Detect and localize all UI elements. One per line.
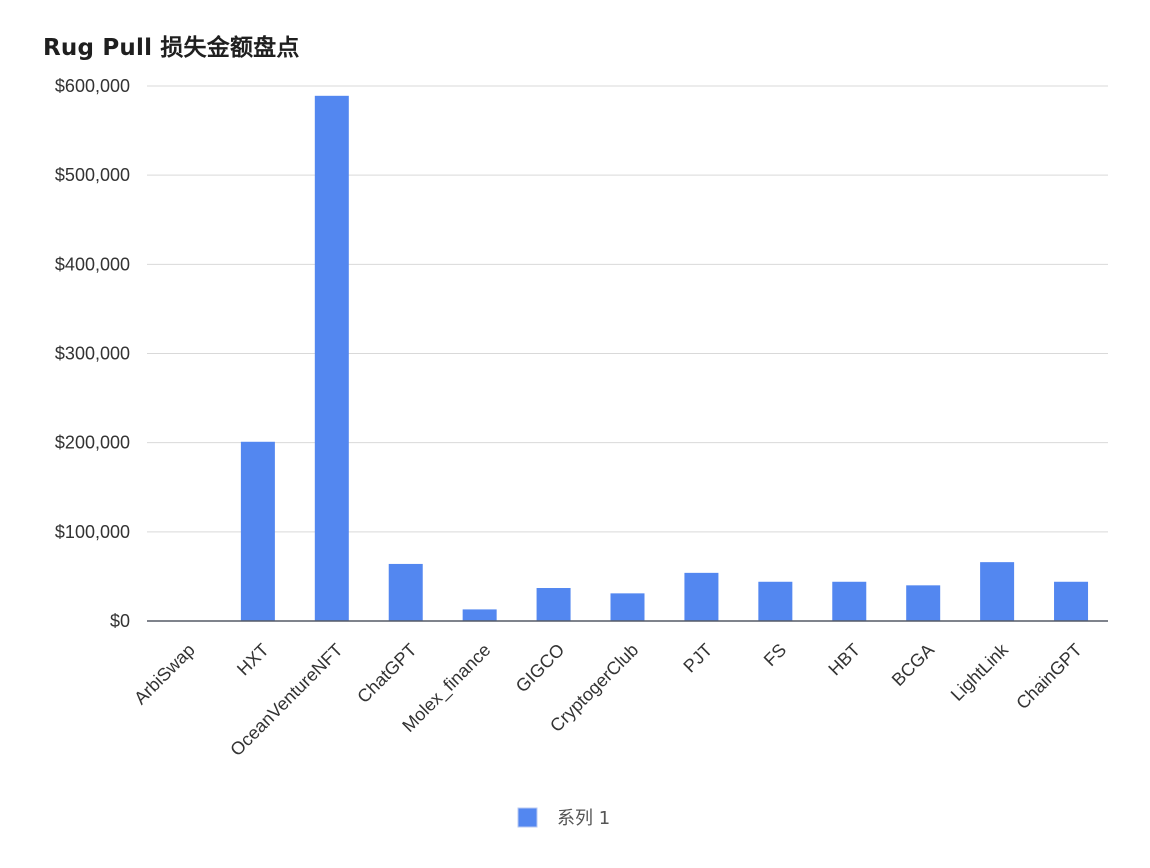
bar xyxy=(462,609,497,621)
bar xyxy=(1054,581,1089,621)
y-tick-label: $0 xyxy=(110,611,130,631)
legend-label: 系列 1 xyxy=(557,808,610,829)
x-tick-label: HXT xyxy=(233,640,273,680)
bar xyxy=(314,95,349,621)
chart-title: Rug Pull 损失金额盘点 xyxy=(43,35,300,61)
x-tick-label: LightLink xyxy=(947,639,1013,705)
x-tick-label: FS xyxy=(760,640,790,670)
bar xyxy=(980,562,1015,621)
bar xyxy=(536,588,571,621)
y-tick-label: $600,000 xyxy=(55,76,130,96)
bar xyxy=(388,563,423,621)
bar xyxy=(610,593,645,621)
x-tick-label: PJT xyxy=(679,640,716,677)
x-tick-label: ChainGPT xyxy=(1012,640,1086,714)
legend-swatch xyxy=(517,807,538,828)
x-tick-label: HBT xyxy=(824,640,864,680)
x-tick-label: GIGCO xyxy=(512,640,569,697)
y-tick-label: $200,000 xyxy=(55,433,130,453)
y-tick-label: $100,000 xyxy=(55,522,130,542)
bar xyxy=(758,581,793,621)
y-tick-label: $500,000 xyxy=(55,165,130,185)
x-tick-label: ChatGPT xyxy=(353,640,420,707)
x-tick-label: ArbiSwap xyxy=(130,640,199,709)
bar xyxy=(684,572,719,621)
y-tick-label: $300,000 xyxy=(55,344,130,364)
y-tick-label: $400,000 xyxy=(55,254,130,274)
bar xyxy=(240,441,275,621)
bar xyxy=(906,585,941,621)
x-tick-label: BCGA xyxy=(888,640,938,690)
bar xyxy=(832,581,867,621)
